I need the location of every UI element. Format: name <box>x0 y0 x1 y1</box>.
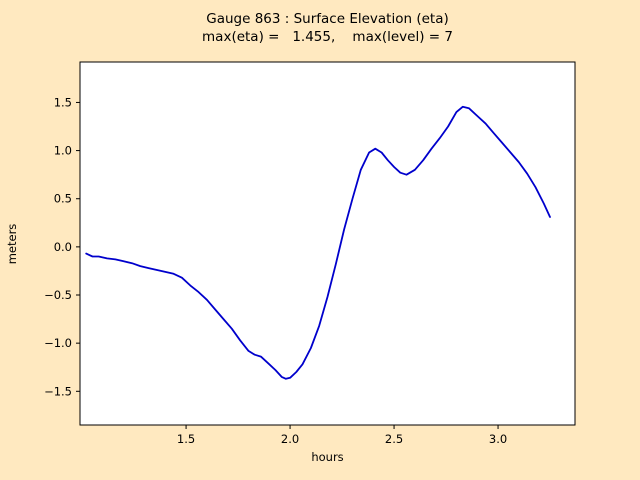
x-tick-label: 2.0 <box>281 432 299 446</box>
x-axis-label: hours <box>311 450 344 464</box>
x-tick-label: 3.0 <box>489 432 507 446</box>
x-tick-label: 2.5 <box>385 432 403 446</box>
x-tick-label: 1.5 <box>177 432 195 446</box>
y-tick-label: 0.5 <box>54 192 72 206</box>
y-tick-label: −1.0 <box>44 336 72 350</box>
y-tick-label: 0.0 <box>54 240 72 254</box>
y-tick-label: −1.5 <box>44 384 72 398</box>
y-tick-label: 1.0 <box>54 144 72 158</box>
chart-subtitle: max(eta) = 1.455, max(level) = 7 <box>202 29 453 45</box>
y-tick-label: 1.5 <box>54 95 72 109</box>
y-tick-label: −0.5 <box>44 288 72 302</box>
eta-line <box>85 105 551 380</box>
chart-title-block: Gauge 863 : Surface Elevation (eta) max(… <box>80 10 575 46</box>
chart-title: Gauge 863 : Surface Elevation (eta) <box>206 11 449 27</box>
axes-frame <box>79 61 576 426</box>
